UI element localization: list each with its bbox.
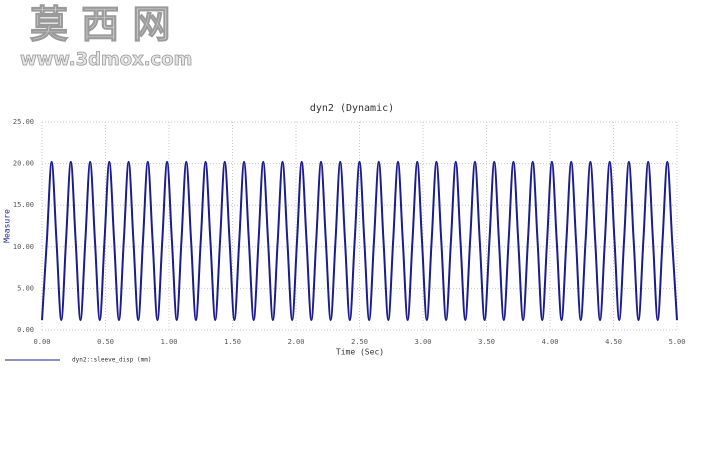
y-tick-label: 20.00	[13, 160, 34, 168]
y-tick-label: 10.00	[13, 243, 34, 251]
y-tick-label: 25.00	[13, 118, 34, 126]
x-tick-label: 3.50	[478, 338, 495, 346]
legend-label: dyn2::sleeve_disp (mm)	[72, 357, 151, 364]
y-tick-label: 15.00	[13, 201, 34, 209]
x-tick-label: 3.00	[415, 338, 432, 346]
x-axis-label: Time (Sec)	[336, 348, 384, 357]
x-tick-label: 4.00	[542, 338, 559, 346]
x-tick-label: 5.00	[669, 338, 686, 346]
x-tick-label: 4.50	[605, 338, 622, 346]
y-tick-label: 5.00	[17, 284, 34, 292]
x-tick-label: 1.00	[161, 338, 178, 346]
y-tick-label: 0.00	[17, 326, 34, 334]
chart-title: dyn2 (Dynamic)	[310, 103, 394, 114]
y-axis-label: Measure	[3, 209, 12, 243]
x-tick-label: 2.50	[351, 338, 368, 346]
x-tick-label: 0.50	[97, 338, 114, 346]
series-line	[41, 160, 678, 322]
x-tick-label: 2.00	[288, 338, 305, 346]
x-tick-label: 0.00	[34, 338, 51, 346]
watermark-title: 莫 西 网	[30, 3, 170, 47]
x-tick-label: 1.50	[224, 338, 241, 346]
watermark-url: www.3dmox.com	[20, 49, 192, 70]
